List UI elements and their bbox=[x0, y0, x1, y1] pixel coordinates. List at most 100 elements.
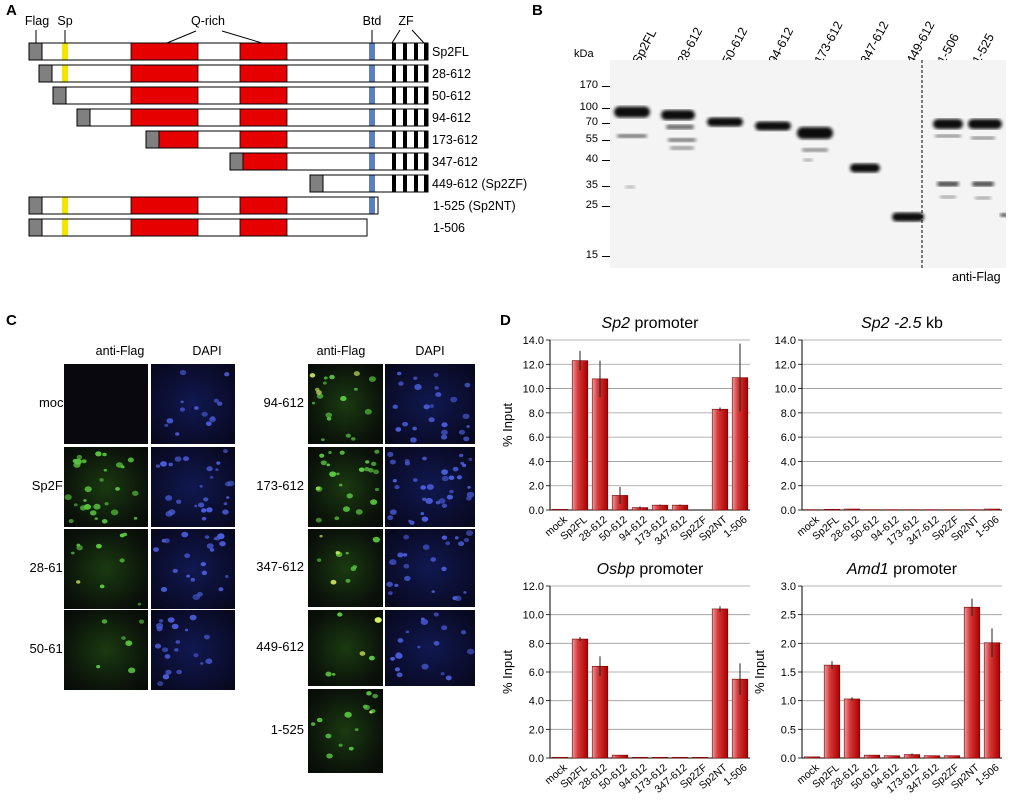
y-axis-label: % Input bbox=[500, 650, 515, 694]
marker-tick bbox=[602, 140, 610, 141]
dapi-image-449-612 bbox=[384, 609, 476, 687]
blot-band bbox=[933, 119, 963, 129]
qrich-domain-2 bbox=[243, 153, 287, 170]
bar-94-612 bbox=[884, 756, 900, 758]
chart-title: Amd1 promoter bbox=[846, 561, 958, 578]
bar-sp2nt bbox=[964, 607, 980, 758]
zinc-finger-4 bbox=[424, 65, 428, 82]
blot-band bbox=[1000, 213, 1006, 217]
y-tick-label: 4.0 bbox=[529, 456, 544, 468]
dapi-image-mock bbox=[150, 363, 236, 445]
zinc-finger-3 bbox=[414, 175, 418, 192]
y-tick-label: 0.0 bbox=[781, 753, 796, 765]
y-tick-label: 2.0 bbox=[781, 638, 796, 650]
bar-28-612 bbox=[844, 509, 860, 510]
flag-tag bbox=[39, 65, 52, 82]
y-tick-label: 0.0 bbox=[529, 505, 544, 517]
sp-box bbox=[62, 219, 68, 236]
construct-label: 94-612 bbox=[432, 111, 471, 125]
sp-box bbox=[62, 197, 68, 214]
construct-sp2fl: Sp2FL bbox=[29, 43, 469, 60]
anti-flag-image-173-612 bbox=[307, 446, 384, 528]
qrich-domain-2 bbox=[240, 131, 287, 148]
bar-173-612 bbox=[652, 757, 668, 758]
y-tick-label: 12.0 bbox=[523, 581, 544, 593]
bar-sp2fl bbox=[572, 361, 588, 510]
construct-173-612: 173-612 bbox=[146, 131, 478, 148]
anti-flag-image-94-612 bbox=[307, 363, 384, 445]
marker-tick bbox=[602, 160, 610, 161]
row-label-347-612: 347-612 bbox=[234, 559, 304, 574]
construct-label: 347-612 bbox=[432, 155, 478, 169]
row-label-sp2fl: Sp2FL bbox=[0, 478, 70, 493]
zinc-finger-1 bbox=[392, 131, 396, 148]
blot-band bbox=[803, 159, 813, 162]
construct-347-612: 347-612 bbox=[230, 153, 478, 170]
y-tick-label: 8.0 bbox=[781, 408, 796, 420]
construct-50-612: 50-612 bbox=[53, 87, 471, 104]
bar-28-612 bbox=[592, 379, 608, 510]
bar-1-506 bbox=[984, 643, 1000, 758]
marker-tick bbox=[602, 108, 610, 109]
zinc-finger-2 bbox=[403, 65, 407, 82]
qrich-domain-2 bbox=[240, 87, 287, 104]
y-tick-label: 4.0 bbox=[529, 696, 544, 708]
marker-label-170: 170 bbox=[576, 79, 598, 91]
marker-label-15: 15 bbox=[576, 249, 598, 261]
construct-1-525-sp2nt-: 1-525 (Sp2NT) bbox=[29, 197, 516, 214]
qrich-domain-2 bbox=[240, 197, 287, 214]
y-tick-label: 8.0 bbox=[529, 408, 544, 420]
y-tick-label: 14.0 bbox=[523, 335, 544, 347]
qrich-domain-1 bbox=[159, 131, 198, 148]
zinc-finger-4 bbox=[424, 175, 428, 192]
y-tick-label: 0.5 bbox=[781, 724, 796, 736]
flag-tag bbox=[29, 43, 42, 60]
dapi-image-28-612 bbox=[150, 528, 236, 610]
chart-title: Osbp promoter bbox=[597, 561, 704, 578]
y-tick-label: 14.0 bbox=[775, 335, 796, 347]
left-col-header-flag: anti-Flag bbox=[96, 344, 145, 358]
zinc-finger-2 bbox=[403, 109, 407, 126]
qrich-domain-1 bbox=[131, 65, 198, 82]
zinc-finger-3 bbox=[414, 87, 418, 104]
construct-label: 1-506 bbox=[433, 221, 465, 235]
blot-band bbox=[892, 213, 924, 222]
y-tick-label: 0.0 bbox=[781, 505, 796, 517]
lane-label-347-612: 347-612 bbox=[858, 19, 892, 66]
zinc-finger-2 bbox=[403, 153, 407, 170]
btd-box bbox=[369, 197, 375, 214]
left-col-header-dapi: DAPI bbox=[192, 344, 221, 358]
qrich-domain-2 bbox=[240, 109, 287, 126]
qrich-domain-1 bbox=[131, 197, 198, 214]
bar-mock bbox=[552, 757, 568, 758]
anti-flag-image-50-612 bbox=[63, 609, 149, 691]
blot-band bbox=[707, 118, 743, 127]
bar-sp2nt bbox=[712, 609, 728, 758]
chip-bar-charts: Sp2 promoter0.02.04.06.08.010.012.014.0%… bbox=[500, 300, 1010, 800]
blot-band bbox=[661, 110, 695, 120]
marker-label-35: 35 bbox=[576, 179, 598, 191]
marker-label-70: 70 bbox=[576, 116, 598, 128]
flag-tag bbox=[310, 175, 323, 192]
x-tick-label: 1-506 bbox=[973, 514, 1001, 541]
y-tick-label: 10.0 bbox=[523, 610, 544, 622]
construct-label: 50-612 bbox=[432, 89, 471, 103]
blot-band bbox=[971, 137, 995, 140]
construct-1-506: 1-506 bbox=[29, 219, 465, 236]
blot-band bbox=[802, 148, 828, 152]
marker-label-100: 100 bbox=[576, 101, 598, 113]
qrich-domain-1 bbox=[131, 43, 198, 60]
chart-title: Sp2 promoter bbox=[602, 315, 700, 332]
bar-347-612 bbox=[672, 757, 688, 758]
blot-band bbox=[666, 125, 694, 130]
y-tick-label: 3.0 bbox=[781, 581, 796, 593]
row-label-449-612: 449-612 bbox=[234, 639, 304, 654]
sp2-promoter-chart: Sp2 promoter0.02.04.06.08.010.012.014.0%… bbox=[500, 315, 750, 548]
btd-box bbox=[369, 175, 375, 192]
dapi-image-173-612 bbox=[384, 446, 476, 528]
btd-box bbox=[369, 153, 375, 170]
zinc-finger-4 bbox=[424, 87, 428, 104]
zinc-finger-1 bbox=[392, 175, 396, 192]
blot-band bbox=[968, 119, 1002, 129]
